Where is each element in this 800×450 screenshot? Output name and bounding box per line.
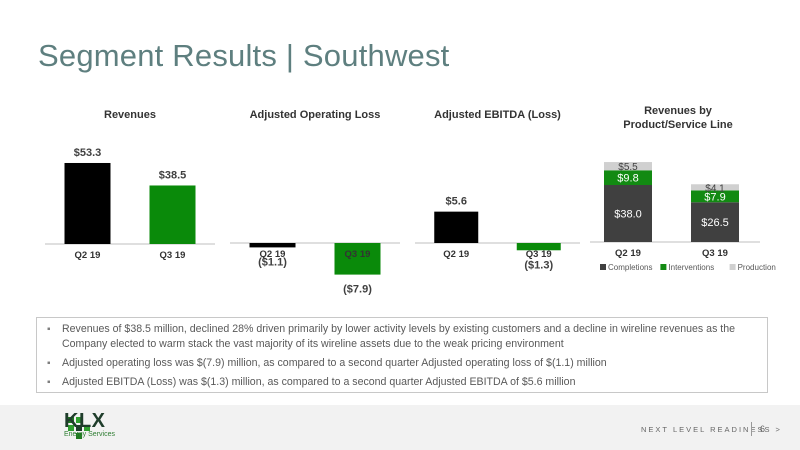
stack-segment-production	[604, 162, 652, 171]
data-label: ($1.1)	[258, 256, 287, 268]
data-label: $9.8	[617, 173, 638, 185]
adjusted-operating-loss-chart: Adjusted Operating Loss Q2 19 ($1.1) Q3 19…	[225, 100, 405, 300]
commentary-box: Revenues of $38.5 million, declined 28% …	[36, 317, 768, 393]
bar-q3-19	[149, 185, 196, 244]
legend-swatch-production	[729, 264, 736, 270]
stack-segment-completions	[604, 185, 652, 242]
legend-label-interventions: Interventions	[668, 263, 714, 272]
bar-q3-19	[334, 243, 381, 275]
data-label: $53.3	[74, 147, 102, 159]
bar-q2-19	[64, 162, 111, 244]
data-label: $38.5	[159, 169, 187, 181]
adjusted-operating-loss-plot: Q2 19($1.1) Q3 19 ($7.9)	[230, 242, 400, 296]
stack-segment-production	[691, 184, 739, 191]
category-label: Q3 19	[160, 250, 186, 261]
adjusted-ebitda-chart: Adjusted EBITDA (Loss) Q2 19 $5.6 Q3 19 ($1…	[410, 100, 585, 300]
legend-swatch-interventions	[660, 264, 667, 270]
data-label: $7.9	[704, 191, 725, 203]
logo-subtext: Energy Services	[64, 431, 115, 438]
data-label: $4.1	[705, 183, 725, 194]
data-label: $26.5	[701, 217, 729, 229]
chart-title: Adjusted EBITDA (Loss)	[434, 109, 561, 121]
bar-q2-19	[434, 211, 479, 243]
category-label: Q3 19	[526, 249, 552, 260]
bullet-item: Adjusted operating loss was $(7.9) milli…	[47, 356, 757, 371]
footer-band	[0, 405, 800, 450]
category-label: Q2 19	[75, 250, 101, 261]
adjusted-ebitda-plot: Q2 19 $5.6 Q3 19($1.3)	[415, 196, 580, 271]
data-label: ($1.3)	[524, 259, 553, 271]
data-label: $38.0	[614, 209, 642, 221]
revenues-chart: Revenues Q2 19 $53.3 Q3 19 $38.5	[40, 100, 220, 300]
legend-label-production: Production	[738, 263, 776, 272]
data-label: $5.5	[618, 162, 638, 173]
legend-label-completions: Completions	[608, 263, 652, 272]
category-label: Q3 19	[345, 249, 371, 260]
klx-logo-icon	[68, 417, 90, 439]
chart-title: Revenues	[104, 109, 156, 121]
page-title: Segment Results | Southwest	[38, 38, 450, 73]
revenues-by-line-chart: Revenues by Product/Service Line $38.0 $9…	[588, 100, 776, 300]
stack-segment-interventions	[604, 170, 652, 185]
bullet-item: Adjusted EBITDA (Loss) was $(1.3) millio…	[47, 375, 757, 390]
bar-q2-19	[249, 243, 296, 248]
stack-segment-interventions	[691, 190, 739, 203]
bar-q3-19	[516, 243, 561, 251]
data-label: ($7.9)	[343, 284, 372, 296]
data-label: $5.6	[446, 196, 467, 208]
category-label: Q3 19	[702, 248, 728, 259]
revenues-by-line-plot: $38.0 $9.8$5.5 Q2 19 $26.5 $7.9$4.1 Q3 19 Comp…	[590, 162, 776, 272]
stack-segment-completions	[691, 202, 739, 242]
category-label: Q2 19	[443, 249, 469, 260]
category-label: Q2 19	[615, 248, 641, 259]
bullet-list: Revenues of $38.5 million, declined 28% …	[47, 322, 757, 390]
logo-text: KLX	[64, 410, 106, 432]
chart-title: Revenues by Product/Service Line	[623, 105, 733, 131]
revenues-chart-plot: Q2 19 $53.3 Q3 19 $38.5	[45, 147, 215, 261]
bullet-item: Revenues of $38.5 million, declined 28% …	[47, 322, 757, 352]
footer-tagline: NEXT LEVEL READINESS >	[641, 425, 782, 434]
footer-divider	[751, 422, 752, 436]
page-number: 6	[760, 424, 766, 434]
legend-swatch-completions	[600, 264, 606, 270]
category-label: Q2 19	[260, 249, 286, 260]
chart-title: Adjusted Operating Loss	[249, 109, 381, 121]
